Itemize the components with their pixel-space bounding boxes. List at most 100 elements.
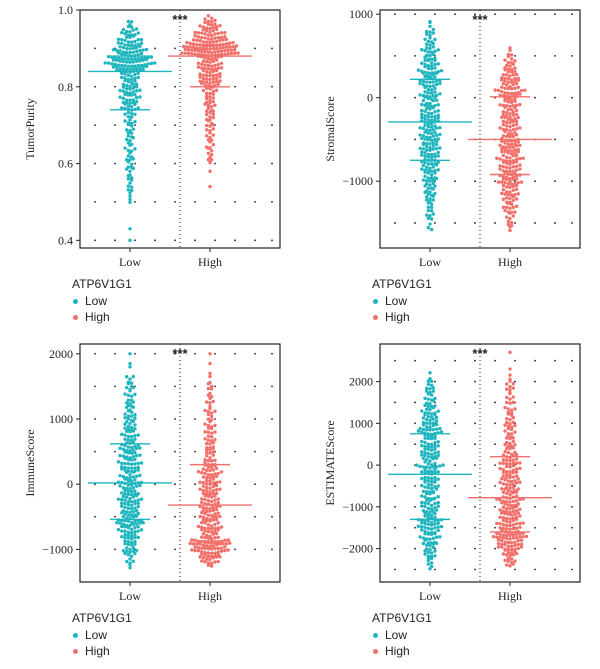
data-point [233, 48, 237, 52]
data-point [423, 190, 427, 194]
data-point [506, 556, 511, 561]
data-point [123, 76, 127, 80]
data-point [213, 430, 217, 434]
grid-dot [454, 505, 456, 508]
data-point [508, 176, 512, 181]
grid-dot [271, 450, 273, 453]
data-point [126, 134, 131, 138]
data-point [123, 92, 127, 97]
data-point [496, 88, 501, 93]
data-point [420, 167, 424, 171]
data-point [514, 490, 519, 494]
data-point [111, 58, 116, 62]
grid-dot [254, 483, 256, 486]
legend-label: High [385, 310, 410, 324]
data-point [211, 99, 215, 104]
data-point [216, 535, 220, 540]
grid-dot [154, 47, 156, 50]
data-point [500, 511, 504, 515]
data-point [431, 147, 435, 151]
data-point [128, 30, 132, 34]
data-point [128, 238, 132, 243]
data-point [503, 442, 507, 447]
data-point [203, 550, 207, 555]
data-point [214, 531, 219, 536]
data-point [501, 490, 506, 494]
data-point [524, 534, 529, 539]
data-point [511, 491, 515, 495]
data-point [501, 505, 506, 509]
data-point [425, 428, 429, 432]
data-point [206, 146, 211, 150]
data-point [506, 100, 511, 104]
data-point [214, 491, 219, 495]
data-point [420, 136, 424, 141]
data-point [503, 511, 507, 516]
data-point [508, 134, 512, 139]
data-point [516, 140, 520, 144]
data-point [208, 160, 212, 165]
significance-label: *** [472, 12, 488, 27]
data-point [428, 142, 432, 146]
data-point [436, 495, 440, 499]
data-point [128, 430, 132, 434]
grid-dot [174, 385, 176, 388]
data-point [196, 49, 201, 53]
grid-dot [454, 380, 456, 383]
data-point [125, 87, 129, 91]
data-point [506, 142, 511, 147]
data-point [126, 519, 131, 523]
data-point [134, 446, 139, 451]
grid-dot [454, 96, 456, 99]
data-point [434, 541, 439, 546]
data-point [518, 466, 522, 471]
grid-dot [571, 505, 573, 508]
data-point [500, 538, 504, 543]
data-point [208, 476, 212, 480]
data-point [503, 86, 507, 91]
data-point [423, 58, 427, 63]
data-point [429, 486, 434, 491]
data-point [200, 527, 204, 532]
data-point [420, 150, 424, 154]
data-point [511, 446, 515, 450]
data-point [421, 134, 426, 138]
grid-dot [234, 85, 236, 88]
data-point [206, 158, 211, 162]
data-point [141, 48, 145, 52]
data-point [433, 49, 437, 53]
data-point [428, 492, 432, 496]
data-point [511, 123, 515, 128]
data-point [428, 36, 432, 40]
data-point [214, 474, 219, 479]
data-point [211, 143, 215, 147]
data-point [191, 38, 196, 42]
data-point [433, 58, 437, 63]
data-point [511, 386, 515, 390]
data-point [216, 471, 220, 476]
data-point [503, 76, 507, 81]
data-point [211, 109, 215, 113]
data-point [431, 405, 435, 410]
data-point [123, 501, 127, 506]
data-point [513, 76, 517, 81]
data-point [216, 82, 220, 86]
data-point [501, 122, 506, 127]
data-point [423, 116, 427, 121]
data-point [501, 515, 506, 520]
data-point [431, 542, 435, 546]
data-point [203, 437, 207, 441]
data-point [201, 88, 206, 93]
grid-dot [214, 385, 216, 388]
data-point [211, 28, 215, 33]
data-point [123, 477, 127, 481]
data-point [431, 194, 435, 198]
data-point [434, 415, 439, 420]
data-point [203, 56, 207, 60]
data-point [126, 478, 131, 483]
data-point [129, 531, 134, 535]
data-point [120, 504, 124, 508]
grid-dot [94, 162, 96, 165]
data-point [131, 419, 135, 424]
data-point [508, 523, 512, 528]
